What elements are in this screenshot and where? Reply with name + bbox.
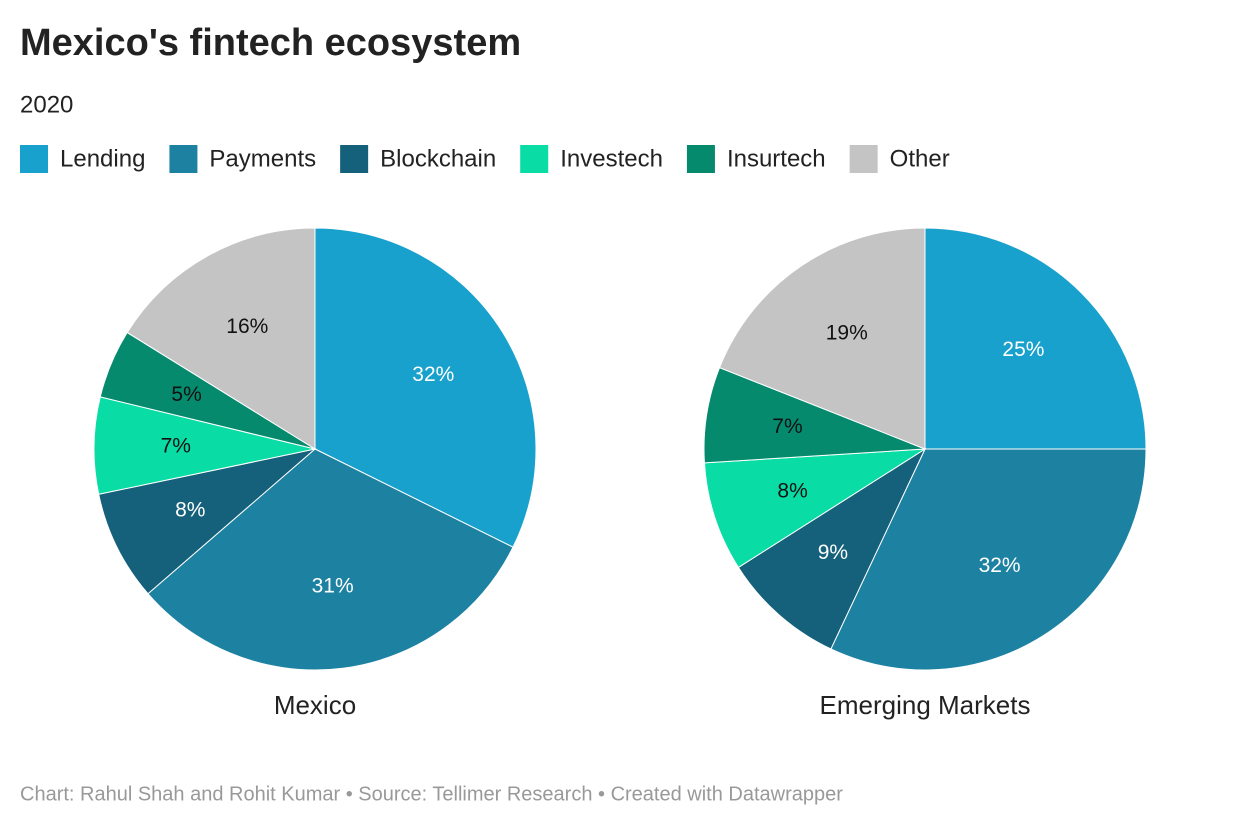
- legend-label: Lending: [60, 145, 145, 172]
- pie-slice: [924, 227, 1147, 450]
- slice-label: 8%: [777, 480, 807, 503]
- pie-slice: [314, 227, 537, 548]
- slice-label: 19%: [826, 321, 868, 344]
- legend-swatch: [340, 145, 369, 173]
- slice-label: 16%: [226, 315, 268, 338]
- legend-label: Blockchain: [380, 145, 496, 172]
- pie-slice: [830, 448, 1147, 671]
- legend-swatch: [686, 145, 715, 173]
- legend-swatch: [520, 145, 549, 173]
- legend-swatch: [169, 145, 198, 173]
- pie-title: Mexico: [274, 690, 356, 720]
- legend-label: Insurtech: [727, 145, 826, 172]
- pie-slice: [737, 447, 927, 650]
- slice-label: 25%: [1002, 338, 1044, 361]
- legend-swatch: [849, 145, 878, 173]
- legend-label: Other: [890, 145, 950, 172]
- pie-slice: [703, 448, 926, 569]
- chart-subtitle: 2020: [20, 91, 73, 118]
- legend-label: Payments: [209, 145, 316, 172]
- footer: Chart: Rahul Shah and Rohit Kumar • Sour…: [20, 783, 843, 805]
- pie-slice: [718, 227, 926, 450]
- slice-label: 5%: [171, 383, 201, 406]
- slice-label: 9%: [818, 541, 848, 564]
- slice-label: 32%: [412, 363, 454, 386]
- slice-label: 32%: [979, 554, 1021, 577]
- pie-slice: [126, 227, 316, 450]
- slice-label: 7%: [161, 434, 191, 457]
- chart-title: Mexico's fintech ecosystem: [20, 22, 521, 64]
- pie-slice: [98, 448, 317, 595]
- slice-label: 7%: [772, 415, 802, 438]
- pie-title: Emerging Markets: [820, 690, 1031, 720]
- slice-label: 31%: [312, 575, 354, 598]
- legend-swatch: [20, 145, 48, 173]
- legend-label: Investech: [560, 145, 663, 172]
- pie-slice: [147, 448, 514, 671]
- slice-label: 8%: [175, 498, 205, 521]
